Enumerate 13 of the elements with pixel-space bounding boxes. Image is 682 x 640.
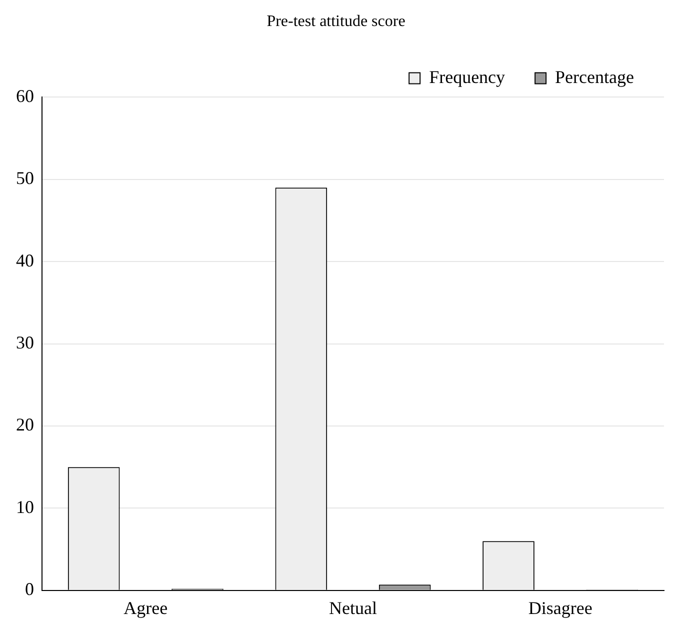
x-tick-label: Netual bbox=[329, 598, 377, 618]
legend-label: Frequency bbox=[429, 66, 506, 87]
y-tick-label: 60 bbox=[16, 86, 34, 106]
y-tick-label: 50 bbox=[16, 168, 34, 188]
x-tick-label: Agree bbox=[124, 598, 168, 618]
y-tick-label: 40 bbox=[16, 250, 34, 270]
legend-label: Percentage bbox=[555, 66, 634, 87]
y-tick-label: 30 bbox=[16, 332, 34, 353]
y-tick-label: 0 bbox=[25, 579, 34, 600]
x-tick-label: Disagree bbox=[528, 598, 592, 618]
y-tick-label: 10 bbox=[16, 496, 34, 517]
y-tick-label: 20 bbox=[16, 414, 34, 435]
chart-title: Pre-test attitude score bbox=[266, 12, 406, 30]
